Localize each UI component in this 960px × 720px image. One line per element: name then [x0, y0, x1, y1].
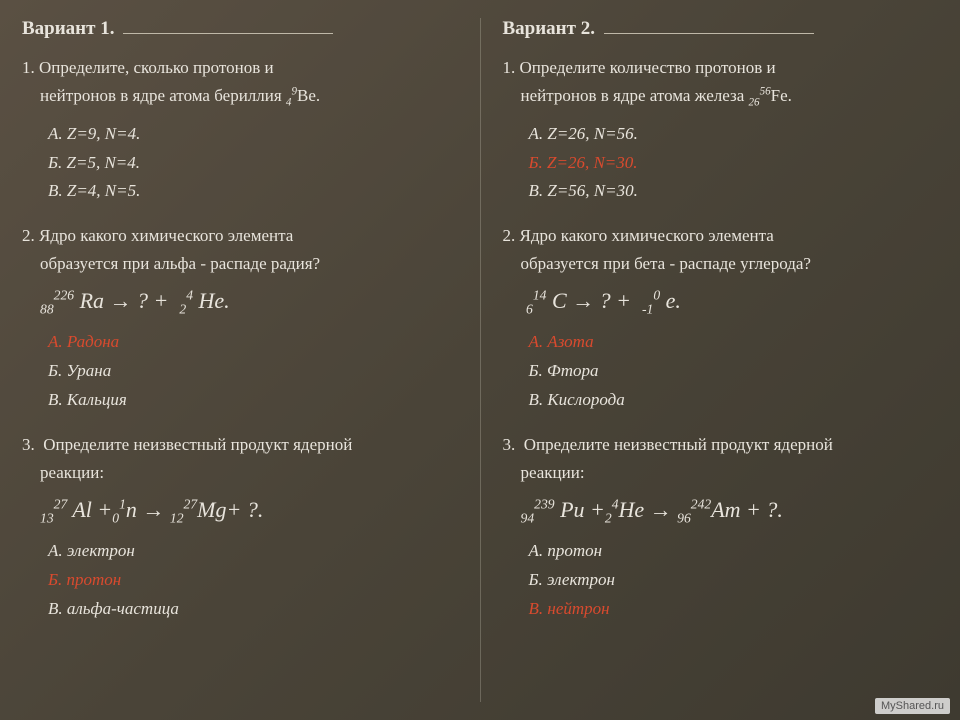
question-text: 3. Определите неизвестный продукт ядерно… — [22, 431, 458, 487]
right-column: Вариант 2. 1. Определите количество прот… — [481, 0, 960, 720]
variant-label: Вариант 2. — [503, 18, 595, 39]
q-line2: образуется при бета - распаде углерода? — [521, 254, 811, 273]
option-b: Б. Z=5, N=4. — [48, 149, 458, 178]
options-list: А. Азота Б. Фтора В. Кислорода — [503, 328, 939, 415]
q-line1: Ядро какого химического элемента — [520, 226, 774, 245]
option-a: А. электрон — [48, 537, 458, 566]
blank-line — [123, 33, 333, 34]
question-3-left: 3. Определите неизвестный продукт ядерно… — [22, 431, 458, 624]
question-3-right: 3. Определите неизвестный продукт ядерно… — [503, 431, 939, 624]
q-line2: реакции: — [40, 463, 104, 482]
options-list: А. Z=9, N=4. Б. Z=5, N=4. В. Z=4, N=5. — [22, 120, 458, 207]
question-1-right: 1. Определите количество протонов и нейт… — [503, 54, 939, 206]
nuclide-formula: 2656Fe. — [749, 86, 792, 105]
question-2-right: 2. Ядро какого химического элемента обра… — [503, 222, 939, 415]
q-num: 2. — [503, 226, 516, 245]
blank-line — [604, 33, 814, 34]
option-c: В. Z=56, N=30. — [529, 177, 939, 206]
q-num: 3. — [22, 435, 35, 454]
q-line2: образуется при альфа - распаде радия? — [40, 254, 320, 273]
option-b: Б. Фтора — [529, 357, 939, 386]
q-num: 1. — [22, 58, 35, 77]
question-text: 2. Ядро какого химического элемента обра… — [22, 222, 458, 278]
q-line1: Определите неизвестный продукт ядерной — [524, 435, 833, 454]
reaction-equation: 94239 Pu +24He → 96242Am + ?. — [521, 493, 939, 529]
q-line1: Определите неизвестный продукт ядерной — [43, 435, 352, 454]
option-c: В. Z=4, N=5. — [48, 177, 458, 206]
reaction-equation: 1327 Al +01n → 1227Mg+ ?. — [40, 493, 458, 529]
option-a: А. протон — [529, 537, 939, 566]
option-b: Б. протон — [48, 566, 458, 595]
q-line2: нейтронов в ядре атома железа — [521, 86, 749, 105]
option-c: В. нейтрон — [529, 595, 939, 624]
variant-header-right: Вариант 2. — [503, 18, 939, 40]
option-a: А. Z=26, N=56. — [529, 120, 939, 149]
left-column: Вариант 1. 1. Определите, сколько протон… — [0, 0, 480, 720]
slide-container: Вариант 1. 1. Определите, сколько протон… — [0, 0, 960, 720]
question-text: 1. Определите, сколько протонов и нейтро… — [22, 54, 458, 112]
options-list: А. электрон Б. протон В. альфа-частица — [22, 537, 458, 624]
q-num: 2. — [22, 226, 35, 245]
option-c: В. Кислорода — [529, 386, 939, 415]
option-a: А. Радона — [48, 328, 458, 357]
nuclide-formula: 49Be. — [286, 86, 320, 105]
question-1-left: 1. Определите, сколько протонов и нейтро… — [22, 54, 458, 206]
q-line1: Определите, сколько протонов и — [39, 58, 274, 77]
options-list: А. протон Б. электрон В. нейтрон — [503, 537, 939, 624]
option-a: А. Азота — [529, 328, 939, 357]
question-2-left: 2. Ядро какого химического элемента обра… — [22, 222, 458, 415]
variant-label: Вариант 1. — [22, 18, 114, 39]
option-b: Б. Урана — [48, 357, 458, 386]
question-text: 3. Определите неизвестный продукт ядерно… — [503, 431, 939, 487]
watermark: MyShared.ru — [875, 698, 950, 714]
option-c: В. Кальция — [48, 386, 458, 415]
option-b: Б. электрон — [529, 566, 939, 595]
options-list: А. Радона Б. Урана В. Кальция — [22, 328, 458, 415]
q-line2: нейтронов в ядре атома бериллия — [40, 86, 286, 105]
option-c: В. альфа-частица — [48, 595, 458, 624]
question-text: 1. Определите количество протонов и нейт… — [503, 54, 939, 112]
option-a: А. Z=9, N=4. — [48, 120, 458, 149]
q-line2: реакции: — [521, 463, 585, 482]
option-b: Б. Z=26, N=30. — [529, 149, 939, 178]
q-num: 1. — [503, 58, 516, 77]
decay-equation: 614 C → ? + -10 e. — [521, 284, 939, 320]
variant-header-left: Вариант 1. — [22, 18, 458, 40]
q-line1: Ядро какого химического элемента — [39, 226, 293, 245]
decay-equation: 88226 Ra → ? + 24 He. — [40, 284, 458, 320]
q-line1: Определите количество протонов и — [520, 58, 776, 77]
question-text: 2. Ядро какого химического элемента обра… — [503, 222, 939, 278]
q-num: 3. — [503, 435, 516, 454]
options-list: А. Z=26, N=56. Б. Z=26, N=30. В. Z=56, N… — [503, 120, 939, 207]
